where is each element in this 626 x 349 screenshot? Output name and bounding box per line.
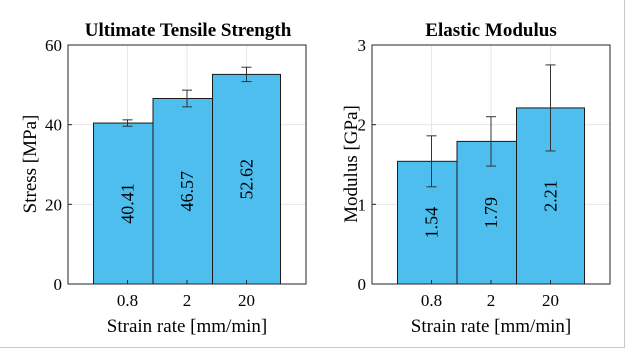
x-axis-label: Strain rate [mm/min] xyxy=(411,316,571,337)
panel-ultimate-tensile-strength: Ultimate Tensile Strength Strain rate [m… xyxy=(20,20,307,337)
y-tick-label: 2 xyxy=(358,116,367,135)
error-bar xyxy=(426,135,437,188)
x-tick-label: 0.8 xyxy=(117,291,138,310)
error-bar xyxy=(545,64,556,152)
error-bar xyxy=(241,66,252,83)
error-bar xyxy=(486,116,496,167)
data-label: 1.79 xyxy=(481,197,501,229)
data-label: 1.54 xyxy=(422,207,442,239)
data-label: 52.62 xyxy=(237,159,257,200)
bar xyxy=(152,97,222,285)
bar xyxy=(212,73,281,285)
x-tick-label: 20 xyxy=(542,291,559,310)
y-tick-label: 20 xyxy=(45,195,62,214)
chart-title: Elastic Modulus xyxy=(425,20,556,41)
y-axis-label: Stress [MPa] xyxy=(20,115,41,214)
panel-elastic-modulus: Elastic Modulus Strain rate [mm/min] Mod… xyxy=(341,20,611,337)
y-tick-label: 1 xyxy=(358,195,367,214)
y-tick-label: 0 xyxy=(54,275,63,294)
x-tick-label: 0.8 xyxy=(421,291,442,310)
x-axis-label: Strain rate [mm/min] xyxy=(107,316,267,337)
y-axis-label: Modulus [GPa] xyxy=(341,105,362,223)
y-tick-label: 60 xyxy=(45,36,62,55)
error-bar xyxy=(122,119,133,127)
data-label: 46.57 xyxy=(177,171,197,212)
chart-title: Ultimate Tensile Strength xyxy=(85,20,292,41)
data-label: 40.41 xyxy=(118,183,138,224)
y-tick-label: 0 xyxy=(358,275,367,294)
error-bar xyxy=(182,89,192,108)
data-label: 2.21 xyxy=(541,180,561,212)
x-tick-label: 2 xyxy=(487,291,496,310)
y-tick-label: 40 xyxy=(45,116,62,135)
x-tick-label: 2 xyxy=(183,291,192,310)
y-tick-label: 3 xyxy=(358,36,367,55)
x-tick-label: 20 xyxy=(238,291,255,310)
